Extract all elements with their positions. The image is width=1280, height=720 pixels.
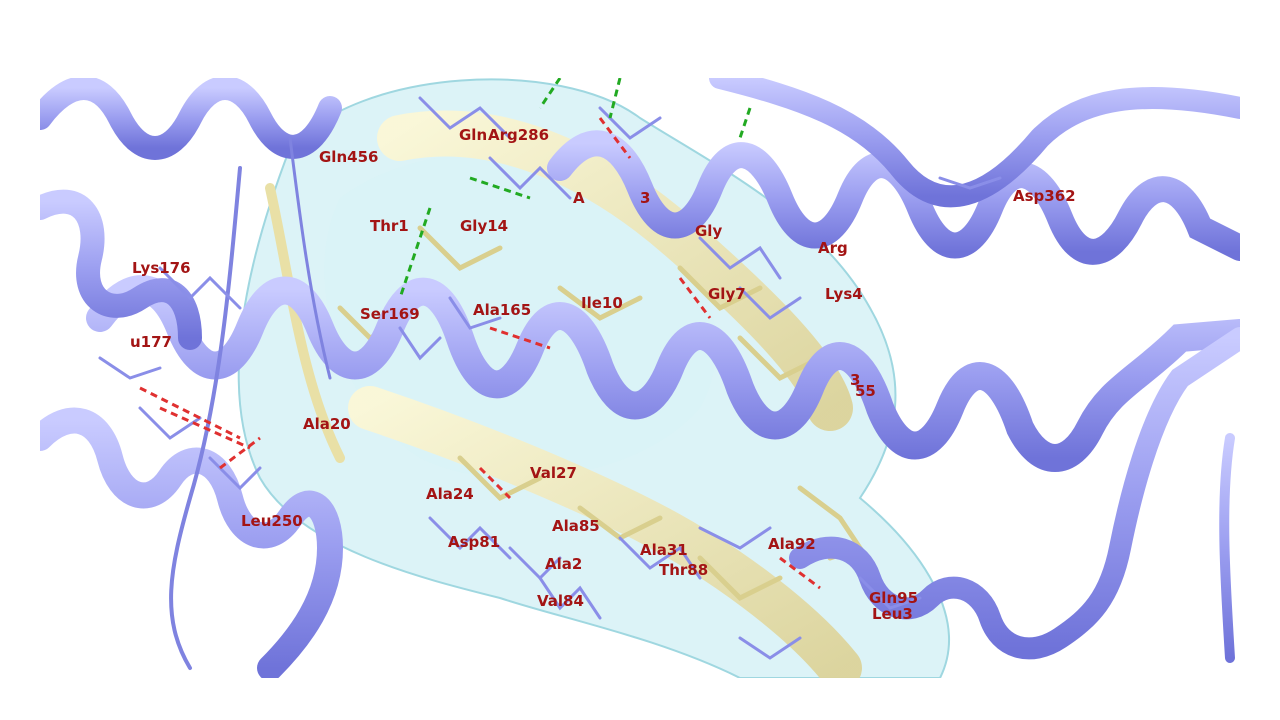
residue-label: Asp362 (1013, 187, 1076, 205)
protein-ribbons (40, 78, 1240, 678)
residue-label: Thr88 (659, 561, 708, 579)
residue-label: Ala24 (426, 485, 474, 503)
hydrogen-bonds (139, 78, 821, 590)
residue-label: Ser169 (360, 305, 420, 323)
residue-label: 3 (640, 189, 650, 207)
residue-label: Ala31 (640, 541, 688, 559)
residue-label: Leu250 (241, 512, 303, 530)
residue-label: Gln456 (319, 148, 378, 166)
residue-label: Ala92 (768, 535, 816, 553)
residue-label: Arg286 (488, 126, 549, 144)
residue-label: Lys176 (132, 259, 191, 277)
residue-label: Gln95 (869, 589, 918, 607)
residue-label: Ala20 (303, 415, 351, 433)
residue-label: Lys4 (825, 285, 863, 303)
residue-label: Gly14 (460, 217, 508, 235)
residue-label: Gly7 (708, 285, 746, 303)
residue-label: Thr1 (370, 217, 409, 235)
residue-label: u177 (130, 333, 172, 351)
residue-label: Asp81 (448, 533, 500, 551)
residue-label: 55 (855, 382, 876, 400)
residue-label: Arg (818, 239, 848, 257)
residue-label: Ala2 (545, 555, 582, 573)
residue-label: Val27 (530, 464, 577, 482)
residue-label: Val84 (537, 592, 584, 610)
side-chains (98, 96, 1002, 660)
residue-label: 3 (850, 371, 860, 389)
residue-label: Gln (459, 126, 487, 144)
residue-label: Gly (695, 222, 722, 240)
residue-label: Leu3 (872, 605, 913, 623)
docking-scene: Gln456 Gln Arg286 Thr1 Gly14 A 3 Gly Arg… (40, 78, 1240, 678)
residue-label: A (573, 189, 585, 207)
residue-label: Ala85 (552, 517, 600, 535)
residue-labels: Gln456 Gln Arg286 Thr1 Gly14 A 3 Gly Arg… (130, 126, 1076, 623)
residue-label: Ala165 (473, 301, 531, 319)
molecular-viewport: Gln456 Gln Arg286 Thr1 Gly14 A 3 Gly Arg… (40, 78, 1240, 678)
residue-label: Ile10 (581, 294, 623, 312)
